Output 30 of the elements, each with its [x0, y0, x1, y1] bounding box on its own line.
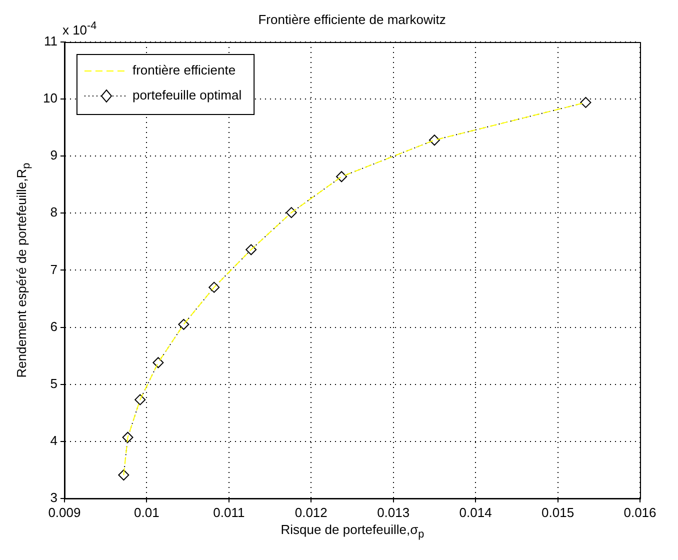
y-tick-label: 5: [50, 376, 58, 391]
y-tick-label: 8: [50, 204, 58, 220]
x-axis-title: Risque de portefeuille,σ$_{p}$: [280, 522, 424, 541]
x-tick-label: 0.016: [624, 504, 656, 520]
x-tick-label: 0.012: [294, 504, 328, 520]
point: [178, 318, 190, 330]
y-tick-label: 9: [50, 148, 58, 163]
point: [336, 171, 348, 182]
x-tick-label: 0.015: [542, 504, 574, 520]
x-tick-label: 0.009: [48, 504, 81, 520]
x-tick-label: 0.01: [134, 504, 160, 520]
x-tick-label: 0.013: [377, 504, 410, 520]
legend-label: frontière efficiente: [132, 62, 236, 78]
legend-label: portefeuille optimal: [132, 88, 242, 103]
x-tick-label: 0.011: [213, 504, 245, 520]
chart-title: Frontière efficiente de markowitz: [258, 12, 446, 27]
y-tick-label: 6: [50, 318, 58, 334]
y-tick-label: 11: [44, 34, 58, 49]
point: [152, 357, 164, 368]
point: [118, 470, 130, 481]
y-tick-label: 10: [42, 90, 58, 106]
y-tick-label: 7: [50, 262, 58, 277]
text: x 10$^{-4}$: [62, 20, 97, 38]
point: [428, 134, 440, 146]
x-tick-label: 0.014: [459, 504, 492, 520]
point: [580, 96, 592, 108]
point: [286, 207, 297, 218]
y-tick-label: 3: [50, 490, 58, 505]
y-tick-label: 4: [50, 432, 58, 448]
point: [134, 394, 146, 406]
